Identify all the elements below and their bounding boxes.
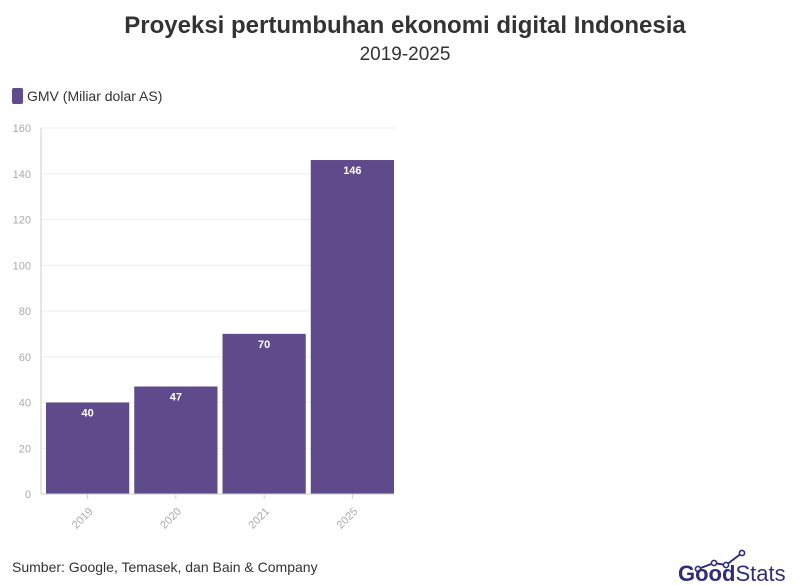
brand-stats: Stats bbox=[735, 561, 785, 584]
goodstats-logo: GoodStats bbox=[678, 549, 786, 584]
y-tick-label: 40 bbox=[19, 398, 31, 410]
brand-good: Good bbox=[678, 561, 735, 584]
y-tick-label: 0 bbox=[25, 489, 31, 501]
y-tick-label: 160 bbox=[13, 123, 31, 135]
bar bbox=[310, 160, 394, 494]
bar bbox=[222, 333, 306, 494]
chart-title: Proyeksi pertumbuhan ekonomi digital Ind… bbox=[124, 12, 686, 39]
legend-swatch bbox=[12, 88, 23, 104]
chart-subtitle: 2019-2025 bbox=[359, 44, 451, 65]
data-label: 70 bbox=[258, 339, 270, 351]
y-tick-label: 80 bbox=[19, 306, 31, 318]
bar bbox=[134, 386, 218, 494]
bar bbox=[46, 402, 130, 494]
y-tick-label: 100 bbox=[13, 260, 31, 272]
growth-chart-icon bbox=[694, 549, 746, 573]
data-label: 40 bbox=[82, 408, 94, 420]
x-tick-label: 2021 bbox=[246, 506, 272, 532]
data-label: 47 bbox=[170, 391, 182, 403]
source-note: Sumber: Google, Temasek, dan Bain & Comp… bbox=[12, 559, 318, 575]
x-tick-label: 2025 bbox=[335, 506, 361, 532]
y-tick-label: 120 bbox=[13, 215, 31, 227]
y-tick-label: 20 bbox=[19, 443, 31, 455]
svg-text:GoodStats: GoodStats bbox=[678, 561, 786, 584]
y-tick-label: 60 bbox=[19, 352, 31, 364]
x-tick-label: 2020 bbox=[158, 506, 184, 532]
legend-label: GMV (Miliar dolar AS) bbox=[27, 88, 163, 104]
x-tick-label: 2019 bbox=[70, 506, 96, 532]
legend: GMV (Miliar dolar AS) bbox=[12, 88, 162, 104]
y-tick-label: 140 bbox=[13, 169, 31, 181]
data-label: 146 bbox=[343, 165, 361, 177]
